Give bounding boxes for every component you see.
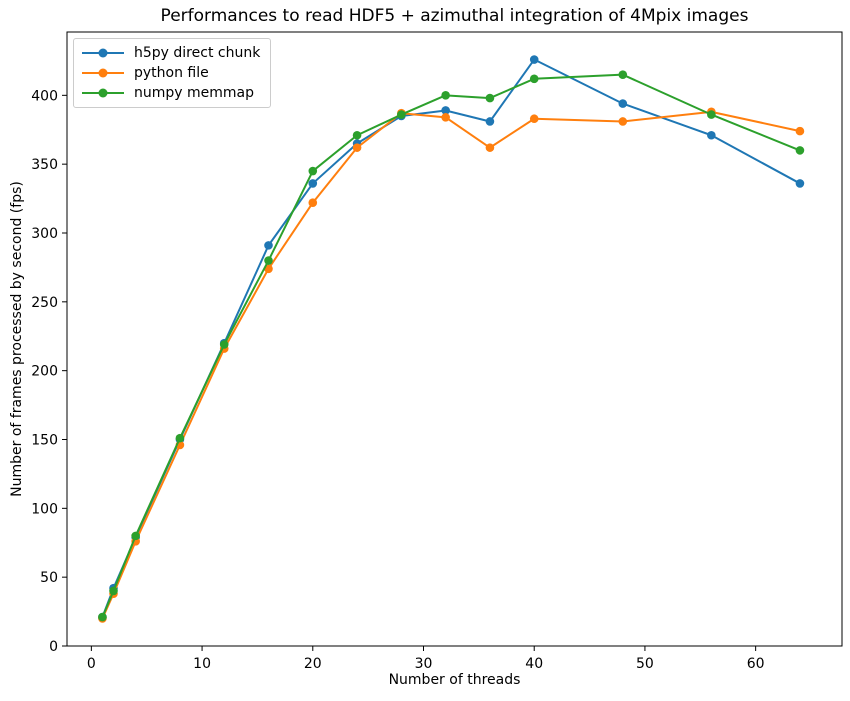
y-tick-label: 400 <box>31 88 58 104</box>
data-point-numpy-memmap <box>308 166 318 176</box>
data-point-python-file <box>308 198 318 208</box>
chart-title: Performances to read HDF5 + azimuthal in… <box>160 6 749 26</box>
data-point-h5py-direct-chunk <box>618 99 628 108</box>
series-line-python-file <box>101 110 801 620</box>
data-point-h5py-direct-chunk <box>308 179 318 188</box>
x-tick-label: 60 <box>747 656 765 672</box>
data-point-numpy-memmap <box>175 433 185 443</box>
legend-label: python file <box>134 65 209 81</box>
y-tick-label: 200 <box>31 364 58 380</box>
y-tick-label: 50 <box>40 570 58 586</box>
x-tick-label: 10 <box>193 656 211 672</box>
series-line-numpy-memmap <box>101 73 801 619</box>
data-point-python-file <box>618 117 628 126</box>
data-point-numpy-memmap <box>219 340 229 349</box>
y-tick-label: 250 <box>31 295 58 311</box>
x-tick-label: 30 <box>415 656 433 672</box>
legend-marker-icon <box>82 47 124 59</box>
data-point-h5py-direct-chunk <box>707 130 716 140</box>
y-tick-label: 150 <box>31 432 58 448</box>
data-point-h5py-direct-chunk <box>795 179 805 188</box>
data-point-h5py-direct-chunk <box>529 55 539 64</box>
data-point-numpy-memmap <box>131 531 140 541</box>
x-tick-label: 20 <box>304 656 322 672</box>
x-axis-label: Number of threads <box>388 672 521 688</box>
data-point-python-file <box>529 114 539 124</box>
data-point-numpy-memmap <box>707 110 716 119</box>
data-point-numpy-memmap <box>441 91 450 100</box>
axes-frame <box>66 31 843 647</box>
data-point-python-file <box>352 143 362 152</box>
data-point-python-file <box>485 143 495 152</box>
legend-label: h5py direct chunk <box>134 45 261 61</box>
data-point-numpy-memmap <box>529 74 539 84</box>
data-point-numpy-memmap <box>109 586 118 596</box>
data-point-numpy-memmap <box>397 110 406 119</box>
data-point-python-file <box>795 126 805 136</box>
y-tick-label: 0 <box>49 639 58 655</box>
x-tick-label: 0 <box>87 656 96 672</box>
legend: h5py direct chunk python file numpy memmap <box>73 38 272 108</box>
legend-marker-icon <box>82 87 124 99</box>
data-point-h5py-direct-chunk <box>485 117 495 126</box>
y-tick-label: 100 <box>31 501 58 517</box>
x-tick-label: 40 <box>525 656 543 672</box>
legend-item-h5py-direct-chunk: h5py direct chunk <box>82 43 260 63</box>
data-point-numpy-memmap <box>795 146 805 155</box>
series-line-h5py-direct-chunk <box>101 58 801 619</box>
data-point-numpy-memmap <box>352 130 362 140</box>
data-point-numpy-memmap <box>618 70 628 79</box>
legend-item-numpy-memmap: numpy memmap <box>82 83 260 103</box>
legend-marker-icon <box>82 67 124 79</box>
data-point-numpy-memmap <box>264 256 273 265</box>
x-tick-label: 50 <box>636 656 654 672</box>
y-tick-label: 300 <box>31 226 58 242</box>
data-point-h5py-direct-chunk <box>264 241 273 250</box>
data-point-h5py-direct-chunk <box>441 106 450 115</box>
data-point-numpy-memmap <box>485 93 495 103</box>
data-point-python-file <box>441 113 450 122</box>
legend-item-python-file: python file <box>82 63 260 83</box>
legend-label: numpy memmap <box>134 85 254 101</box>
y-tick-label: 350 <box>31 157 58 173</box>
data-point-numpy-memmap <box>98 612 107 622</box>
